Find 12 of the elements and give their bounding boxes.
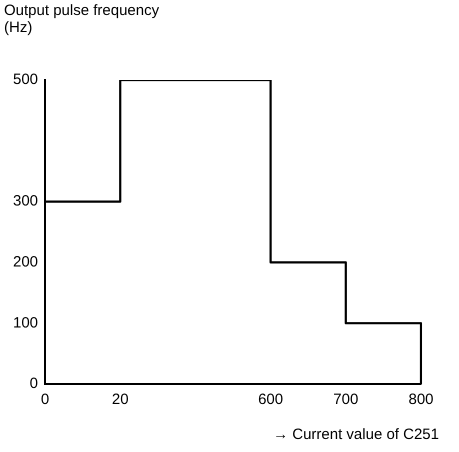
x-axis-title: → Current value of C251 [273,426,439,443]
y-axis-title: Output pulse frequency (Hz) [4,2,160,36]
x-tick-label: 700 [333,391,358,408]
y-tick-label: 500 [12,71,38,88]
x-tick-label: 800 [408,391,434,408]
x-tick-label: 20 [112,391,129,408]
x-tick-label: 600 [258,391,284,408]
y-tick-label: 100 [12,314,38,332]
y-tick-label: 300 [12,192,38,210]
y-tick-label: 0 [30,375,38,392]
y-tick-label: 200 [12,254,38,271]
x-tick-label: 0 [40,391,50,408]
